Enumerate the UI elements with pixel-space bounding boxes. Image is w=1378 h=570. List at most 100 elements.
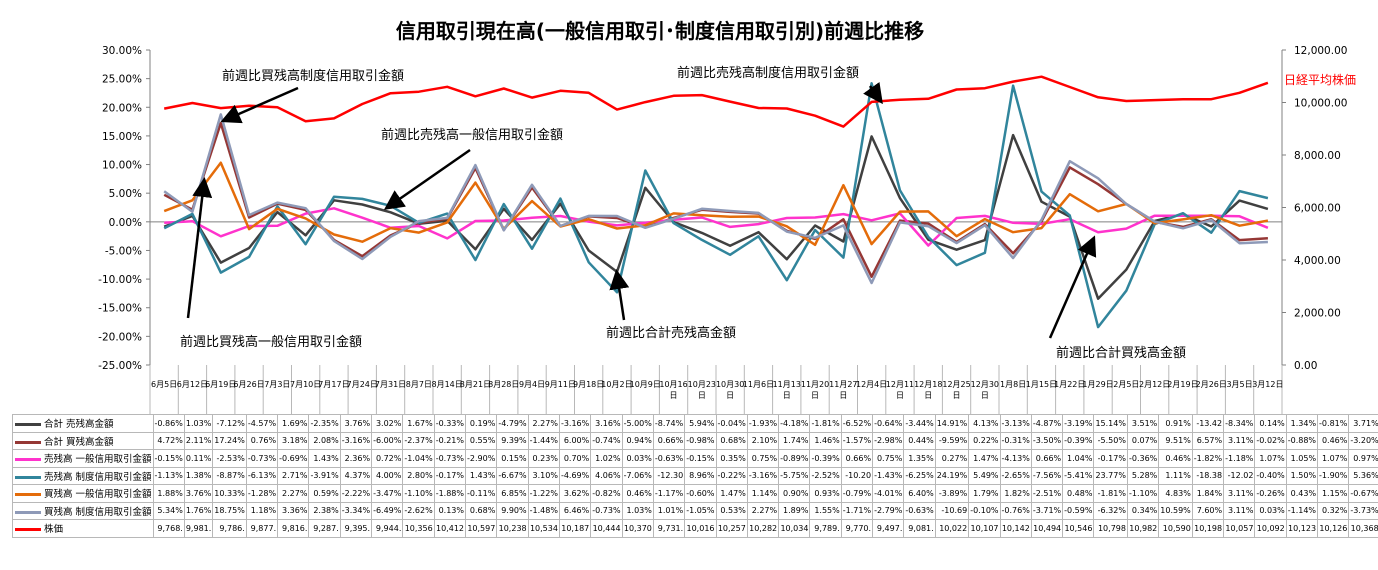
- table-cell: 1.76%: [183, 501, 214, 520]
- table-cell: -1.13%: [152, 466, 185, 485]
- table-cell: 0.03%: [1254, 501, 1287, 520]
- table-cell: 2.27%: [746, 501, 780, 520]
- table-cell: -2.22%: [339, 484, 373, 503]
- left-tick-label: -20.00%: [98, 331, 142, 343]
- table-cell: 10,257: [715, 519, 748, 538]
- table-cell: -0.86%: [152, 414, 185, 433]
- table-cell: -1.10%: [402, 484, 435, 503]
- table-cell: 23.77%: [1093, 466, 1128, 485]
- category-label: 日: [896, 391, 904, 400]
- table-cell: -1.93%: [746, 414, 780, 433]
- table-cell: 2.36%: [339, 449, 373, 468]
- right-series-label: 日経平均株価: [1284, 72, 1356, 87]
- table-cell: -2.51%: [1030, 484, 1064, 503]
- category-label: 日: [670, 391, 678, 400]
- table-cell: 14.91%: [934, 414, 970, 433]
- table-cell: -10.69: [934, 501, 970, 520]
- table-cell: -0.89%: [778, 449, 811, 468]
- category-label: 10月2日: [601, 380, 632, 389]
- table-cell: 0.75%: [872, 449, 905, 468]
- table-cell: 3.51%: [1126, 414, 1160, 433]
- table-cell: -5.41%: [1062, 466, 1095, 485]
- category-label: 11月13: [773, 380, 801, 389]
- table-cell: 1.89%: [778, 501, 811, 520]
- table-cell: 4.72%: [152, 431, 185, 450]
- category-label: 日: [783, 391, 791, 400]
- left-tick-label: -5.00%: [105, 245, 142, 257]
- table-cell: -1.48%: [527, 501, 560, 520]
- table-cell: 0.66%: [1030, 449, 1064, 468]
- table-cell: 3.10%: [527, 466, 560, 485]
- table-cell: 0.14%: [1254, 414, 1287, 433]
- category-label: 11月20: [801, 380, 829, 389]
- table-cell: -0.31%: [999, 431, 1032, 450]
- table-cell: -0.74%: [590, 431, 623, 450]
- table-cell: 10,238: [496, 519, 529, 538]
- table-cell: 6.00%: [558, 431, 592, 450]
- table-cell: 3.11%: [1223, 501, 1256, 520]
- left-tick-label: 15.00%: [102, 131, 142, 143]
- table-cell: -0.64%: [872, 414, 905, 433]
- table-cell: -10.20: [840, 466, 874, 485]
- left-tick-label: -25.00%: [98, 360, 142, 372]
- table-cell: 1.38%: [183, 466, 214, 485]
- chart-title: 信用取引現在高(一般信用取引･制度信用取引別)前週比推移: [396, 19, 924, 43]
- table-cell: -5.50%: [1093, 431, 1128, 450]
- table-cell: -0.67%: [1348, 484, 1378, 503]
- table-cell: -3.47%: [371, 484, 404, 503]
- category-label: 9月18日: [573, 380, 604, 389]
- left-tick-label: -15.00%: [98, 303, 142, 315]
- table-cell: -2.53%: [212, 449, 247, 468]
- category-label: 2月19日: [1167, 380, 1198, 389]
- table-cell: -0.98%: [684, 431, 717, 450]
- series-line-5: [163, 113, 1268, 285]
- table-cell: 0.68%: [715, 431, 748, 450]
- category-label: 8月14日: [432, 380, 463, 389]
- annotation-arrow: [186, 177, 213, 319]
- table-cell: -0.15%: [152, 449, 185, 468]
- category-label: 9月11日: [545, 380, 576, 389]
- category-label: 8月21日: [460, 380, 491, 389]
- series-line-1: [163, 121, 1268, 278]
- category-label: 12月11: [886, 380, 914, 389]
- table-cell: 10,016: [684, 519, 717, 538]
- category-label: 日: [839, 391, 847, 400]
- table-cell: 0.35%: [715, 449, 748, 468]
- table-cell: -1.04%: [402, 449, 435, 468]
- table-cell: -7.12%: [212, 414, 247, 433]
- table-cell: 1.50%: [1285, 466, 1319, 485]
- table-cell: -0.21%: [433, 431, 467, 450]
- right-tick-label: 8,000.00: [1294, 150, 1341, 162]
- table-cell: 0.34%: [1126, 501, 1160, 520]
- category-label: 10月30: [716, 380, 744, 389]
- table-cell: 0.03%: [621, 449, 654, 468]
- table-cell: -1.44%: [527, 431, 560, 450]
- table-cell: 2.10%: [746, 431, 780, 450]
- category-label: 8月28日: [488, 380, 519, 389]
- table-cell: 5.49%: [968, 466, 1001, 485]
- table-cell: 9,816.: [277, 519, 310, 538]
- table-cell: 4.00%: [371, 466, 404, 485]
- table-cell: -0.82%: [590, 484, 623, 503]
- category-label: 6月5日: [151, 380, 177, 389]
- table-cell: -0.73%: [590, 501, 623, 520]
- category-label: 1月22日: [1054, 380, 1085, 389]
- table-cell: 1.07%: [1317, 449, 1350, 468]
- table-cell: 10.33%: [212, 484, 247, 503]
- category-label: 10月16: [659, 380, 687, 389]
- table-cell: -3.16%: [339, 431, 373, 450]
- right-tick-label: 6,000.00: [1294, 203, 1341, 215]
- table-cell: -6.00%: [371, 431, 404, 450]
- category-label: 12月30: [971, 380, 999, 389]
- table-cell: 1.46%: [809, 431, 842, 450]
- table-cell: -6.32%: [1093, 501, 1128, 520]
- category-label: 2月26日: [1196, 380, 1227, 389]
- annotation-arrow: [383, 148, 471, 210]
- annotation-arrow: [1048, 235, 1097, 339]
- series-line-2: [164, 207, 1269, 247]
- table-cell: -0.76%: [999, 501, 1032, 520]
- table-cell: 1.74%: [778, 431, 811, 450]
- table-cell: -3.19%: [1062, 414, 1095, 433]
- table-cell: 10,534: [527, 519, 560, 538]
- table-cell: 3.16%: [590, 414, 623, 433]
